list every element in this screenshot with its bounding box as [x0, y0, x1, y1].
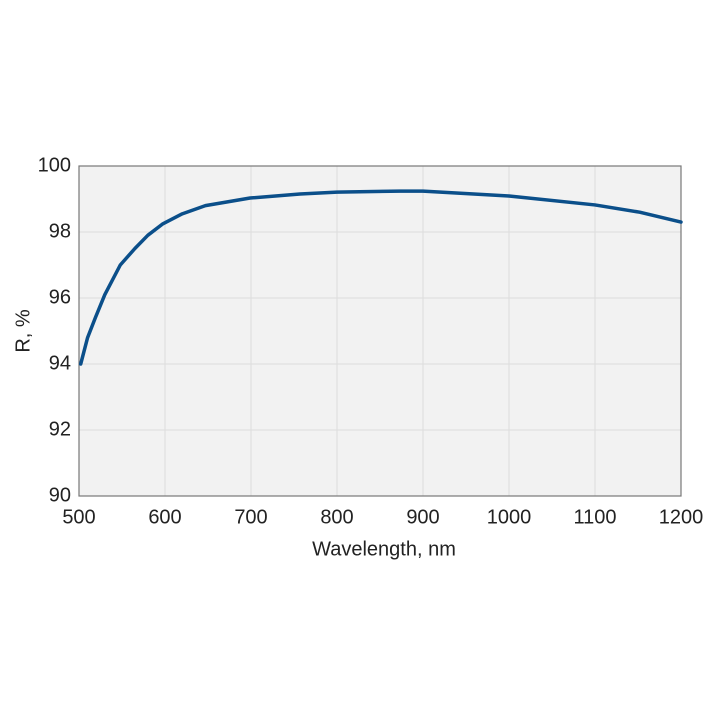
y-tick-label: 98 [49, 220, 71, 242]
x-tick-label: 700 [234, 506, 267, 528]
x-tick-label: 1000 [487, 506, 532, 528]
x-tick-label: 1200 [659, 506, 704, 528]
x-tick-label: 1100 [573, 506, 616, 528]
y-tick-label: 100 [38, 154, 71, 176]
y-tick-label: 94 [49, 352, 71, 374]
x-axis-label: Wavelength, nm [312, 538, 456, 560]
plot-area [79, 166, 681, 496]
y-axis-label: R, % [12, 309, 34, 353]
y-tick-label: 90 [49, 484, 71, 506]
y-tick-label: 96 [49, 286, 71, 308]
plot-frame [78, 165, 682, 497]
x-tick-label: 500 [62, 506, 95, 528]
x-tick-label: 900 [406, 506, 439, 528]
data-line [78, 189, 683, 366]
y-tick-label: 92 [49, 418, 71, 440]
x-tick-label: 800 [320, 506, 353, 528]
x-tick-label: 600 [148, 506, 181, 528]
